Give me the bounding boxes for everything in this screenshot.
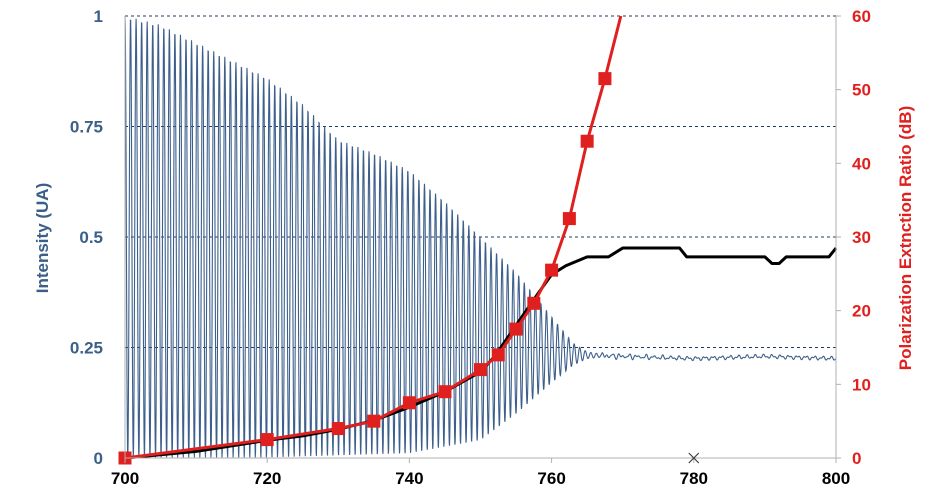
y-left-tick-label-3: 0.75	[70, 118, 103, 137]
extinction-marker-10	[545, 263, 559, 277]
x-marker-annotation	[688, 452, 700, 464]
extinction-marker-4	[402, 396, 416, 410]
x-tick-label-3: 760	[537, 469, 565, 488]
x-tick-label-0: 700	[111, 469, 139, 488]
extinction-marker-8	[509, 322, 523, 336]
x-tick-label-4: 780	[680, 469, 708, 488]
extinction-ratio-series	[118, 15, 623, 465]
extinction-marker-12	[580, 134, 594, 148]
y-axis-right-title: Polarization Extnction Ratio (dB)	[896, 106, 915, 370]
extinction-marker-2	[331, 422, 345, 436]
extinction-marker-9	[527, 296, 541, 310]
x-tick-label-2: 740	[395, 469, 423, 488]
y-left-tick-label-2: 0.5	[79, 228, 103, 247]
y-left-tick-label-1: 0.25	[70, 339, 103, 358]
y-left-tick-label-0: 0	[94, 449, 103, 468]
y-right-tick-label-6: 60	[852, 7, 871, 26]
y-right-tick-label-0: 0	[852, 449, 861, 468]
extinction-marker-1	[260, 433, 274, 447]
tick-labels: 700 720 740 760 780 80000.250.50.751010203040…	[70, 7, 871, 488]
spectrum-series	[124, 15, 837, 458]
y-right-tick-label-1: 10	[852, 375, 871, 394]
y-right-tick-label-5: 50	[852, 81, 871, 100]
extinction-marker-3	[367, 414, 381, 428]
y-right-tick-label-2: 20	[852, 302, 871, 321]
spectrum-line	[124, 15, 837, 458]
extinction-marker-13	[598, 72, 612, 86]
y-left-tick-label-4: 1	[94, 7, 103, 26]
x-tick-label-1: 720	[253, 469, 281, 488]
x-tick-label-5: 800	[822, 469, 850, 488]
extinction-marker-5	[438, 385, 452, 399]
extinction-marker-6	[474, 363, 487, 377]
axes	[124, 15, 841, 464]
y-axis-left-title: Intensity (UA)	[33, 183, 52, 294]
extinction-marker-7	[491, 348, 505, 362]
extinction-marker-11	[562, 212, 576, 226]
y-right-tick-label-3: 30	[852, 228, 871, 247]
y-right-tick-label-4: 40	[852, 154, 871, 173]
